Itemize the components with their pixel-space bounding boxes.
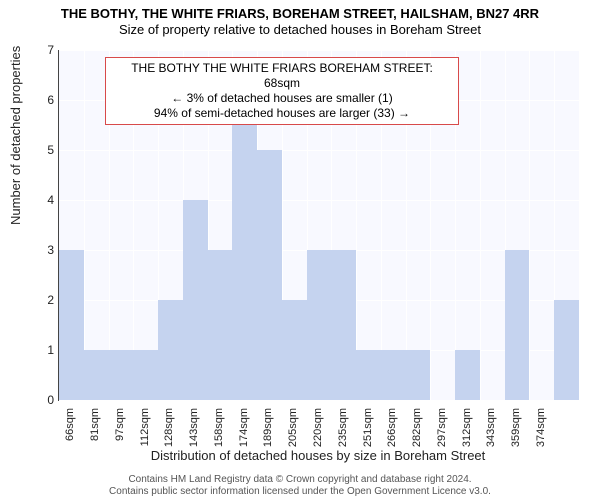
- info-line-1: THE BOTHY THE WHITE FRIARS BOREHAM STREE…: [112, 61, 452, 91]
- histogram-bar: [307, 250, 332, 400]
- y-tick-label: 2: [47, 293, 54, 307]
- histogram-bar: [133, 350, 158, 400]
- histogram-bar: [232, 100, 257, 400]
- y-tick-label: 4: [47, 193, 54, 207]
- info-callout-box: THE BOTHY THE WHITE FRIARS BOREHAM STREE…: [105, 57, 459, 125]
- histogram-bar: [455, 350, 480, 400]
- chart-subtitle: Size of property relative to detached ho…: [0, 22, 600, 38]
- gridline-horizontal: [59, 150, 579, 151]
- histogram-bar: [282, 300, 307, 400]
- info-line-2: ← 3% of detached houses are smaller (1): [112, 91, 452, 106]
- gridline-horizontal: [59, 200, 579, 201]
- footer-line-1: Contains HM Land Registry data © Crown c…: [0, 474, 600, 486]
- histogram-bar: [109, 350, 134, 400]
- histogram-bar: [59, 250, 84, 400]
- gridline-vertical: [84, 50, 85, 400]
- y-tick-label: 5: [47, 143, 54, 157]
- histogram-bar: [406, 350, 431, 400]
- footer-attribution: Contains HM Land Registry data © Crown c…: [0, 474, 600, 498]
- histogram-bar: [158, 300, 183, 400]
- y-tick-label: 1: [47, 343, 54, 357]
- chart-title: THE BOTHY, THE WHITE FRIARS, BOREHAM STR…: [0, 0, 600, 22]
- histogram-bar: [554, 300, 579, 400]
- footer-line-2: Contains public sector information licen…: [0, 486, 600, 498]
- gridline-vertical: [529, 50, 530, 400]
- histogram-bar: [505, 250, 530, 400]
- gridline-vertical: [579, 50, 580, 400]
- y-tick-label: 6: [47, 93, 54, 107]
- histogram-bar: [356, 350, 381, 400]
- histogram-bar: [208, 250, 233, 400]
- histogram-bar: [331, 250, 356, 400]
- y-tick-container: 01234567: [0, 50, 58, 400]
- histogram-bar: [381, 350, 406, 400]
- x-axis-label: Distribution of detached houses by size …: [58, 448, 578, 463]
- y-tick-label: 3: [47, 243, 54, 257]
- y-tick-label: 0: [47, 393, 54, 407]
- y-tick-label: 7: [47, 43, 54, 57]
- histogram-bar: [257, 150, 282, 400]
- gridline-horizontal: [59, 50, 579, 51]
- gridline-vertical: [480, 50, 481, 400]
- histogram-bar: [183, 200, 208, 400]
- histogram-bar: [84, 350, 109, 400]
- info-line-3: 94% of semi-detached houses are larger (…: [112, 106, 452, 121]
